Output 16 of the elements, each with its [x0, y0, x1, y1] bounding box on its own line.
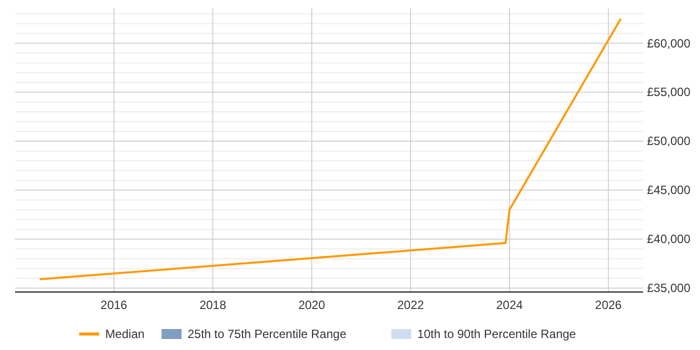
legend-label: 25th to 75th Percentile Range — [188, 327, 347, 341]
y-tick-label: £35,000 — [647, 281, 691, 296]
x-tick-label: 2016 — [100, 298, 128, 312]
x-tick-label: 2024 — [496, 298, 524, 312]
x-tick-label: 2026 — [595, 298, 622, 312]
x-tick-label: 2020 — [298, 298, 326, 312]
x-tick-label: 2022 — [397, 298, 424, 312]
y-tick-label: £50,000 — [647, 134, 691, 148]
y-tick-label: £45,000 — [647, 183, 691, 198]
legend-label: 10th to 90th Percentile Range — [417, 327, 576, 341]
x-tick-label: 2018 — [199, 298, 226, 312]
y-tick-label: £40,000 — [647, 232, 691, 246]
legend-label: Median — [105, 327, 145, 341]
line-series — [38, 18, 622, 280]
y-tick-label: £60,000 — [647, 36, 691, 50]
y-tick-label: £55,000 — [647, 85, 691, 100]
